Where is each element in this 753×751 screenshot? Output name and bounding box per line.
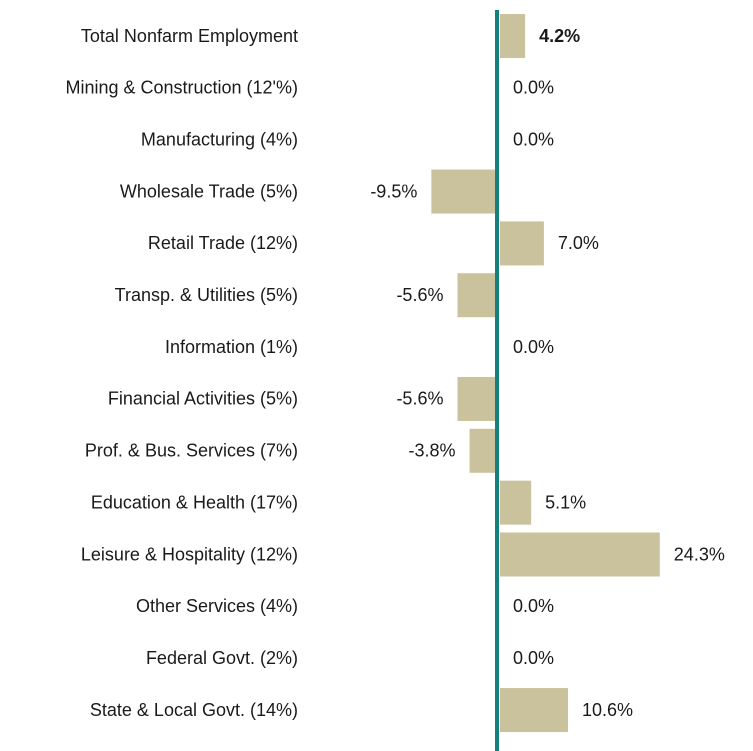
value-label: 5.1% <box>545 492 586 512</box>
bar <box>500 14 526 58</box>
category-label: Prof. & Bus. Services (7%) <box>85 441 298 461</box>
category-label: Information (1%) <box>165 337 298 357</box>
value-label: -5.6% <box>396 389 443 409</box>
category-label: Wholesale Trade (5%) <box>120 181 298 201</box>
category-label: Education & Health (17%) <box>91 492 298 512</box>
bar <box>500 532 660 577</box>
value-label: 10.6% <box>582 700 633 720</box>
category-label: Financial Activities (5%) <box>108 389 298 409</box>
category-label: Manufacturing (4%) <box>141 129 298 149</box>
category-label: Total Nonfarm Employment <box>81 26 298 46</box>
category-label: Transp. & Utilities (5%) <box>115 285 298 305</box>
bar <box>457 376 495 421</box>
value-label: 0.0% <box>513 596 554 616</box>
category-label: Retail Trade (12%) <box>148 233 298 253</box>
category-label: Other Services (4%) <box>136 596 298 616</box>
value-label: 0.0% <box>513 648 554 668</box>
value-label: 0.0% <box>513 129 554 149</box>
bar <box>500 480 532 525</box>
value-label: 24.3% <box>674 544 725 564</box>
category-label: State & Local Govt. (14%) <box>90 700 298 720</box>
value-label: -5.6% <box>396 285 443 305</box>
value-label: -3.8% <box>409 441 456 461</box>
bar <box>500 221 544 266</box>
bar <box>500 688 569 733</box>
category-label: Leisure & Hospitality (12%) <box>81 544 298 564</box>
value-label: 0.0% <box>513 78 554 98</box>
value-label: 7.0% <box>558 233 599 253</box>
bar <box>431 169 495 214</box>
bar <box>469 428 495 473</box>
value-label: 4.2% <box>539 26 580 46</box>
category-label: Mining & Construction (12'%) <box>65 78 298 98</box>
category-label: Federal Govt. (2%) <box>146 648 298 668</box>
bar <box>457 273 495 318</box>
value-label: -9.5% <box>370 181 417 201</box>
value-label: 0.0% <box>513 337 554 357</box>
